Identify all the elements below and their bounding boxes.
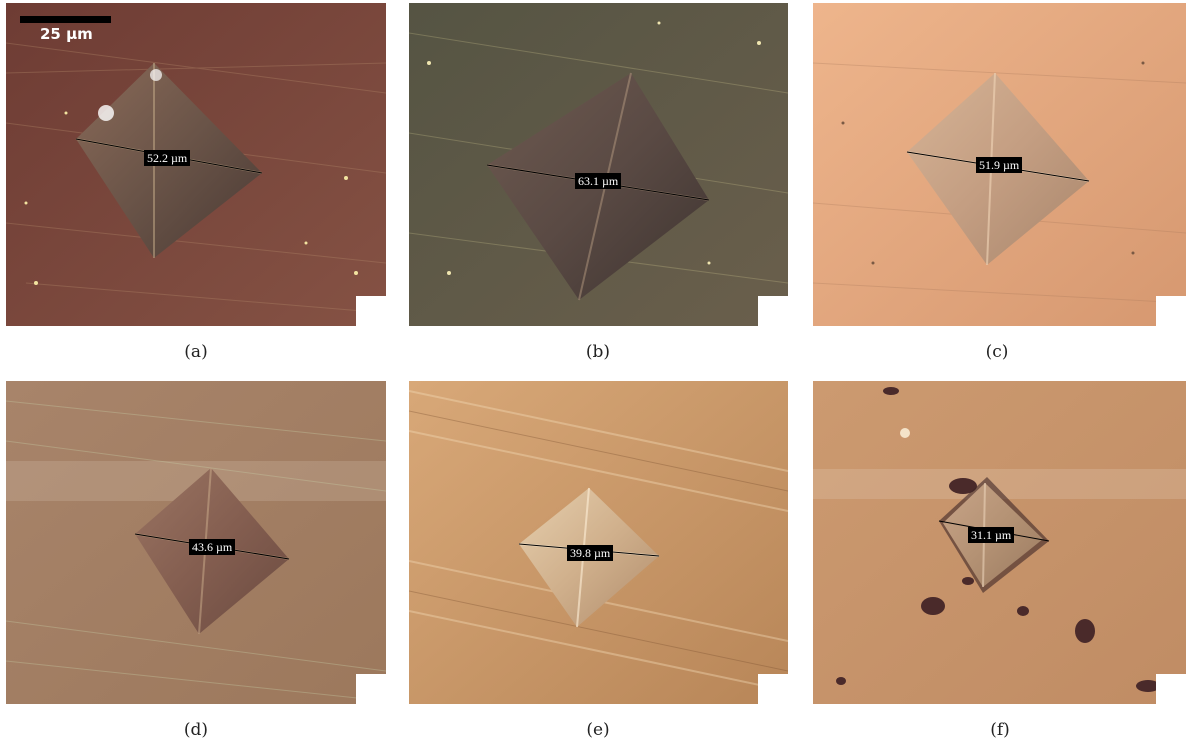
corner-mask	[758, 296, 788, 326]
micrograph-d	[6, 381, 386, 704]
caption: (d)	[183, 720, 209, 740]
measurement-label: 63.1 µm	[575, 173, 622, 189]
caption: (c)	[985, 342, 1009, 362]
corner-mask	[356, 296, 386, 326]
micrograph-b	[409, 3, 788, 326]
measurement-label: 31.1 µm	[968, 527, 1015, 543]
measurement-label: 43.6 µm	[189, 539, 236, 555]
corner-mask	[758, 674, 788, 704]
micrograph-e	[409, 381, 788, 704]
scale-bar-label: 25 µm	[40, 25, 93, 43]
micrograph-a	[6, 3, 386, 326]
caption: (f)	[990, 720, 1010, 740]
measurement-label: 51.9 µm	[976, 157, 1023, 173]
corner-mask	[356, 674, 386, 704]
measurement-label: 52.2 µm	[144, 150, 191, 166]
corner-mask	[1156, 674, 1186, 704]
scale-bar	[20, 16, 111, 23]
corner-mask	[1156, 296, 1186, 326]
caption: (a)	[184, 342, 208, 362]
caption: (b)	[585, 342, 611, 362]
caption: (e)	[586, 720, 610, 740]
measurement-label: 39.8 µm	[567, 545, 614, 561]
